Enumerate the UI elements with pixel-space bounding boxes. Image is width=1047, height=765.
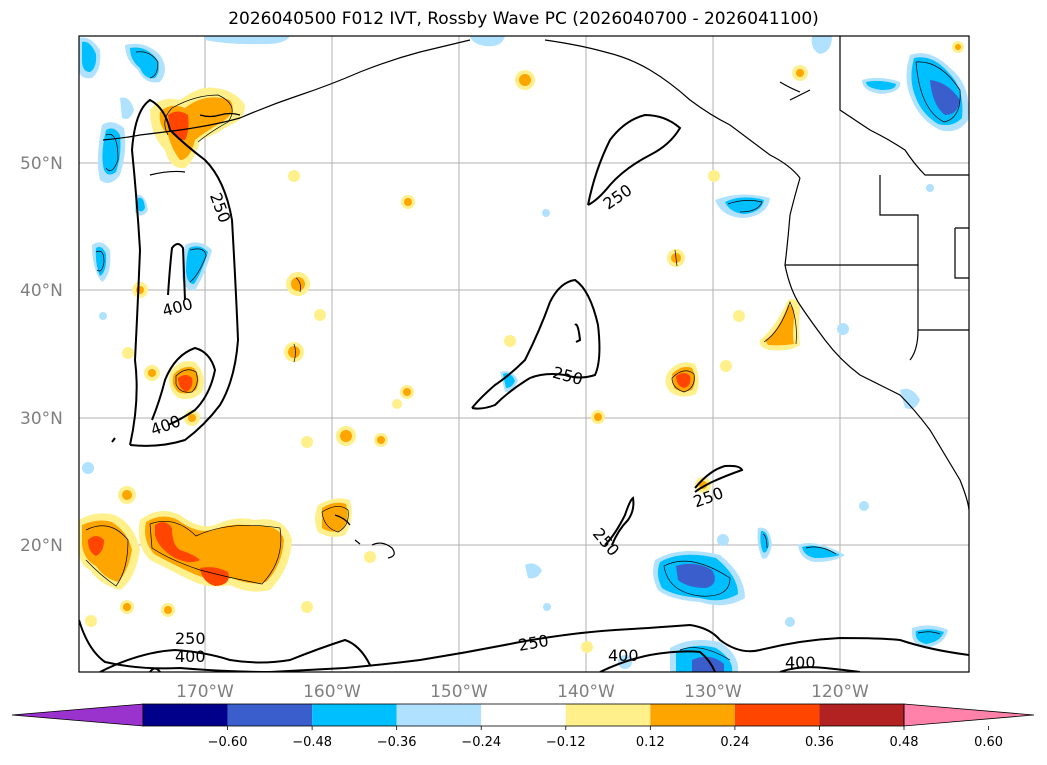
lon-label: 130°W [684, 682, 742, 702]
colorbar-extension-high [903, 703, 1035, 727]
shading-outlines [85, 51, 961, 661]
lon-label: 150°W [430, 682, 488, 702]
colorbar-tick-label: 0.48 [890, 735, 919, 750]
colorbar-segment [565, 704, 651, 726]
contour-label: 400 [175, 647, 206, 666]
colorbar-tick-label: −0.48 [292, 735, 332, 750]
map-frame [78, 35, 970, 673]
lon-label: 140°W [557, 682, 615, 702]
contour-label: 400 [785, 653, 816, 672]
longitude-labels: 170°W 160°W 150°W 140°W 130°W 120°W [176, 682, 869, 702]
colorbar-extension-low [11, 703, 144, 727]
negative-anomaly-shading [79, 36, 969, 672]
map-content: 250 400 400 250 250 250 250 250 400 250 … [79, 36, 969, 672]
colorbar-segment [481, 704, 566, 726]
latitude-labels: 50°N 40°N 30°N 20°N [20, 154, 63, 556]
lat-label: 30°N [20, 409, 63, 429]
colorbar-segment [143, 704, 228, 726]
lon-label: 170°W [176, 682, 234, 702]
colorbar-segment [396, 704, 482, 726]
colorbar-tick-label: −0.24 [461, 735, 501, 750]
colorbar-tick-label: 0.24 [720, 735, 749, 750]
ivt-contours [79, 98, 969, 672]
lon-label: 160°W [303, 682, 361, 702]
colorbar-segment [650, 704, 735, 726]
coastlines [102, 36, 969, 559]
colorbar-tick-label: −0.60 [208, 735, 248, 750]
colorbar-segment [312, 704, 397, 726]
lat-label: 50°N [20, 154, 63, 174]
colorbar-tick-label: −0.12 [546, 735, 586, 750]
contour-label: 250 [175, 629, 206, 648]
positive-anomaly-shading [79, 41, 964, 653]
colorbar-tick-label: 0.60 [974, 735, 1003, 750]
contour-label: 400 [608, 646, 639, 665]
lat-label: 20°N [20, 536, 63, 556]
colorbar: −0.60 −0.48 −0.36 −0.24 −0.12 0.12 0.24 0.36 0.4… [11, 703, 1035, 750]
colorbar-tick-label: 0.36 [805, 735, 834, 750]
colorbar-tick-label: 0.12 [636, 735, 665, 750]
colorbar-outline [142, 703, 905, 727]
lon-label: 120°W [811, 682, 869, 702]
colorbar-segment [734, 704, 820, 726]
lat-label: 40°N [20, 281, 63, 301]
map-title: 2026040500 F012 IVT, Rossby Wave PC (202… [228, 9, 819, 29]
colorbar-tick-label: −0.36 [377, 735, 417, 750]
colorbar-segment [819, 704, 904, 726]
colorbar-segment [227, 704, 313, 726]
